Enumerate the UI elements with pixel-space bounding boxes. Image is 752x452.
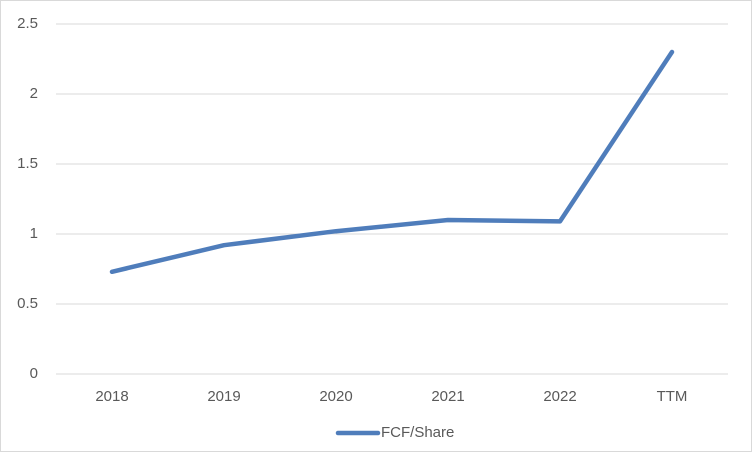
legend-label: FCF/Share [381,424,454,441]
x-tick-label: 2022 [543,388,576,405]
data-line [109,49,675,275]
x-tick-label: TTM [657,388,688,405]
y-tick-label: 0 [30,365,38,382]
x-tick-label: 2020 [319,388,352,405]
x-tick-label: 2021 [431,388,464,405]
y-tick-label: 1.5 [17,155,38,172]
x-tick-label: 2018 [95,388,128,405]
y-tick-label: 1 [30,225,38,242]
x-tick-label: 2019 [207,388,240,405]
y-tick-label: 2 [30,85,38,102]
y-tick-label: 0.5 [17,295,38,312]
y-tick-label: 2.5 [17,15,38,32]
